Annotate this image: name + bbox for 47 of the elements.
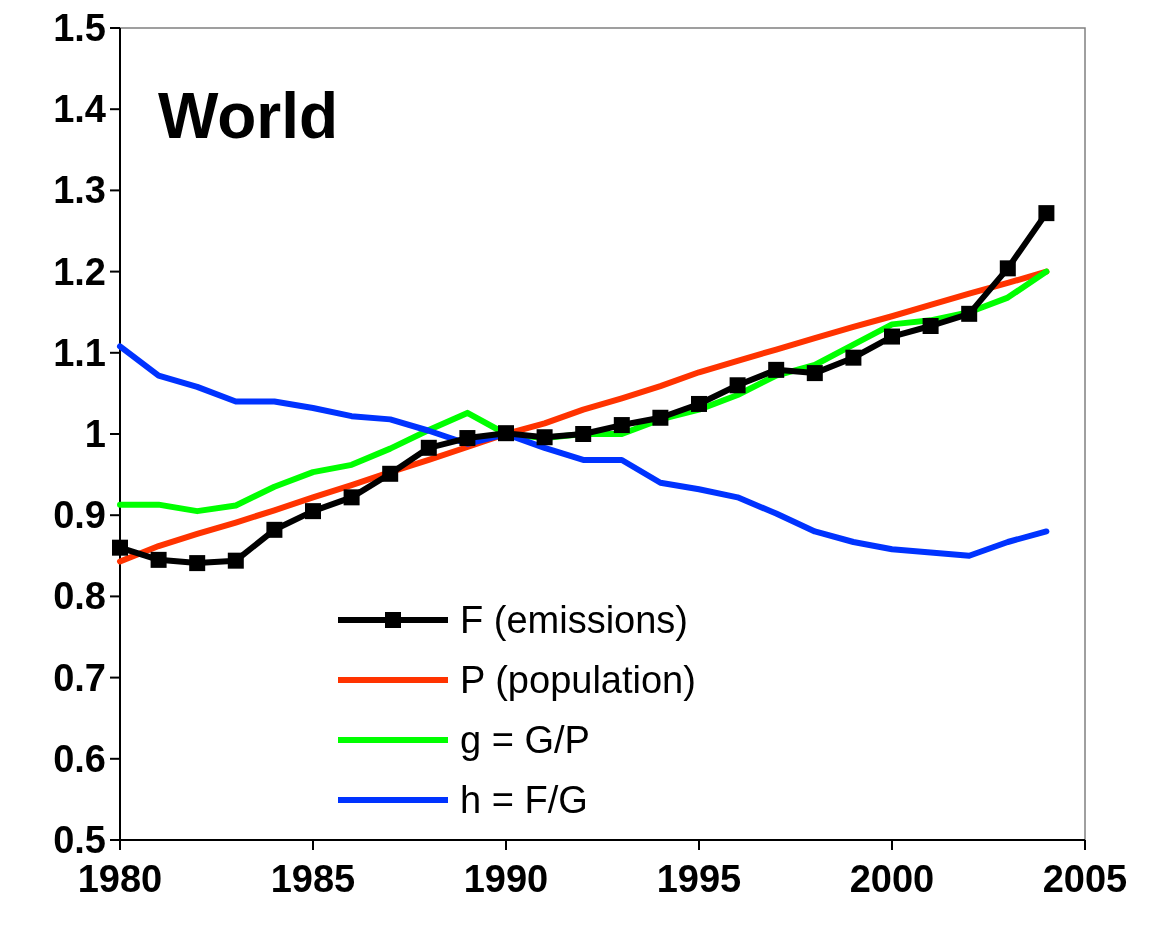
point xyxy=(227,552,244,569)
point xyxy=(575,426,592,442)
point xyxy=(420,439,437,456)
point xyxy=(498,425,514,442)
x-tick-label: 1990 xyxy=(463,858,549,900)
point xyxy=(112,539,128,556)
point xyxy=(343,489,360,506)
legend-label: P (population) xyxy=(460,659,696,701)
legend-label: F (emissions) xyxy=(460,599,689,641)
point xyxy=(305,503,321,520)
point xyxy=(266,521,283,538)
point xyxy=(845,349,862,366)
y-tick-label: 0.5 xyxy=(53,819,106,861)
point xyxy=(150,551,167,568)
legend-label: g = G/P xyxy=(460,719,590,761)
x-tick-label: 1980 xyxy=(77,858,163,900)
point xyxy=(691,395,707,412)
x-tick-label: 2005 xyxy=(1042,858,1128,900)
point xyxy=(613,417,630,434)
y-tick-label: 1.3 xyxy=(53,169,106,212)
point xyxy=(1038,205,1055,222)
point xyxy=(459,430,476,447)
point xyxy=(382,465,399,482)
y-tick-label: 1.5 xyxy=(53,7,106,49)
point xyxy=(729,377,746,394)
point xyxy=(884,328,900,345)
y-tick-label: 1.2 xyxy=(53,250,106,293)
x-tick-label: 1995 xyxy=(656,858,742,900)
y-tick-label: 1.4 xyxy=(53,88,106,131)
text: World xyxy=(158,80,339,152)
point xyxy=(961,305,978,322)
legend-label: h = F/G xyxy=(460,779,588,821)
point xyxy=(999,260,1016,277)
point xyxy=(806,365,823,382)
point xyxy=(189,555,206,572)
x-tick-label: 2000 xyxy=(849,858,935,900)
y-tick-label: 1.1 xyxy=(53,331,106,374)
y-tick-label: 0.9 xyxy=(53,494,106,537)
y-tick-label: 1 xyxy=(84,413,106,455)
point xyxy=(922,318,939,334)
y-tick-label: 0.6 xyxy=(53,737,106,780)
y-tick-label: 0.7 xyxy=(53,656,106,699)
point xyxy=(536,429,553,446)
point xyxy=(768,361,785,378)
point xyxy=(652,409,669,426)
y-tick-label: 0.8 xyxy=(53,575,106,618)
x-tick-label: 1985 xyxy=(270,858,356,900)
